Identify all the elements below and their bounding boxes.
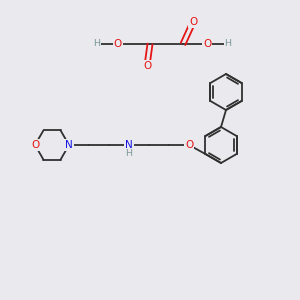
Text: H: H — [94, 40, 100, 49]
Text: O: O — [189, 17, 197, 27]
Text: N: N — [125, 140, 133, 150]
Text: O: O — [203, 39, 211, 49]
Text: O: O — [185, 140, 193, 150]
Text: O: O — [114, 39, 122, 49]
Text: O: O — [143, 61, 151, 71]
Text: H: H — [224, 40, 232, 49]
Text: N: N — [65, 140, 73, 150]
Text: O: O — [31, 140, 39, 150]
Text: H: H — [125, 148, 133, 158]
